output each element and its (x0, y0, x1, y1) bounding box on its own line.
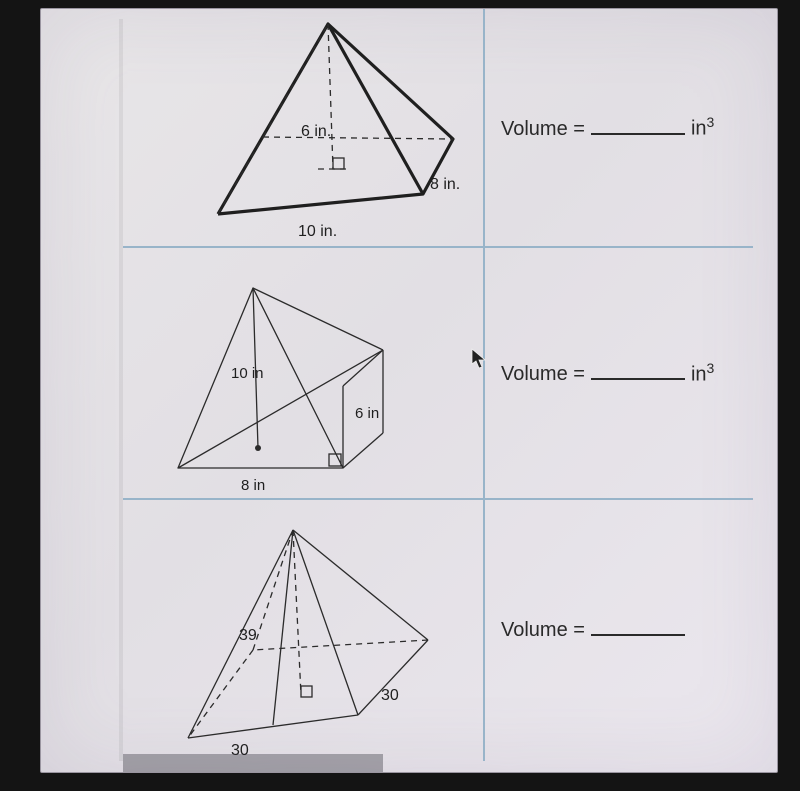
dim-height-2: 10 in (231, 365, 264, 382)
volume-label-1: Volume = (501, 118, 585, 141)
problem-row-3: 39 30 30 Volume = (123, 499, 753, 761)
answer-cell-2: Volume = in3 (485, 248, 753, 498)
dim-front-1: 10 in. (298, 223, 337, 240)
dim-slant-3: 39 (239, 627, 257, 644)
answer-blank-1[interactable] (591, 133, 685, 135)
figure-cell-3: 39 30 30 (123, 500, 483, 761)
answer-blank-3[interactable] (591, 634, 685, 636)
prism-figure-2: 10 in 6 in 8 in (123, 248, 483, 508)
figure-cell-1: 6 in. 8 in. 10 in. (123, 9, 483, 246)
desktop-frame: 6 in. 8 in. 10 in. Volume = in3 (0, 0, 800, 791)
pyramid-figure-3: 39 30 30 (123, 500, 483, 762)
figure-cell-2: 10 in 6 in 8 in (123, 248, 483, 498)
unit-2: in3 (691, 360, 714, 387)
dim-side-1: 8 in. (430, 176, 460, 193)
pyramid-figure-1: 6 in. 8 in. 10 in. (123, 9, 483, 249)
dim-side-3: 30 (381, 687, 399, 704)
answer-cell-3: Volume = (485, 500, 753, 761)
height-foot-dot (255, 445, 261, 451)
problem-row-2: 10 in 6 in 8 in Volume = in3 (123, 247, 753, 499)
problem-row-1: 6 in. 8 in. 10 in. Volume = in3 (123, 9, 753, 247)
answer-blank-2[interactable] (591, 378, 685, 380)
worksheet-page: 6 in. 8 in. 10 in. Volume = in3 (40, 8, 778, 773)
volume-label-3: Volume = (501, 619, 585, 642)
unit-1: in3 (691, 114, 714, 141)
dim-side-2: 6 in (355, 405, 379, 422)
volume-label-2: Volume = (501, 363, 585, 386)
dim-base-2: 8 in (241, 477, 265, 494)
taskbar-shadow (123, 754, 383, 772)
answer-cell-1: Volume = in3 (485, 9, 753, 246)
dim-height-1: 6 in. (301, 123, 331, 140)
